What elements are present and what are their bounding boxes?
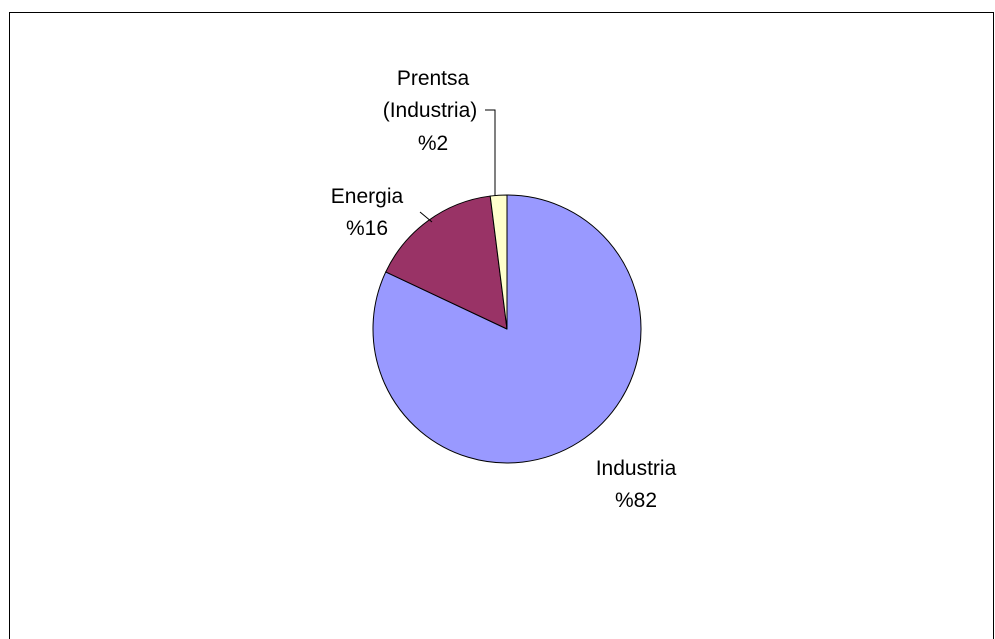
slice-labels: Industria %82 Energia %16 Prentsa (Indus… <box>331 67 677 512</box>
slice-label-prentsa-sub: (Industria) <box>383 99 478 122</box>
pie-slices <box>372 194 642 464</box>
slice-label-industria: Industria <box>596 457 677 480</box>
pie-slice-prentsa-industria <box>489 194 508 330</box>
energia-leader-line <box>419 211 433 223</box>
slice-label-prentsa-value: %2 <box>418 132 448 155</box>
slice-label-energia-value: %16 <box>346 217 388 240</box>
prentsa-leader-line <box>485 109 496 196</box>
slice-label-prentsa: Prentsa <box>397 67 470 90</box>
slice-label-industria-value: %82 <box>615 489 657 512</box>
slice-label-energia: Energia <box>331 185 404 208</box>
pie-slice-energia <box>385 195 508 330</box>
